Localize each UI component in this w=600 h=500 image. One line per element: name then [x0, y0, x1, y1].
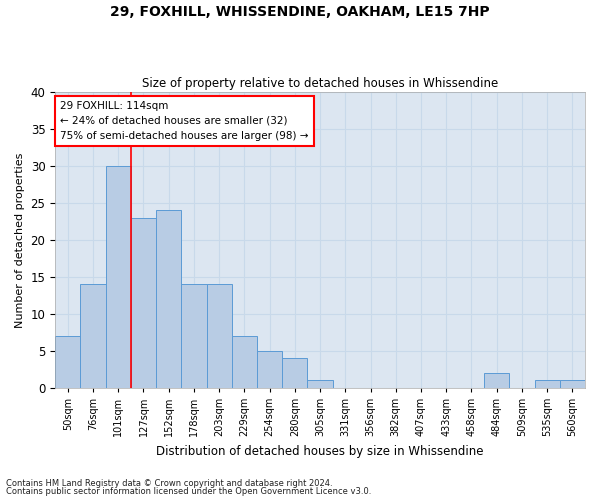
Text: 29, FOXHILL, WHISSENDINE, OAKHAM, LE15 7HP: 29, FOXHILL, WHISSENDINE, OAKHAM, LE15 7… — [110, 5, 490, 19]
Text: 29 FOXHILL: 114sqm
← 24% of detached houses are smaller (32)
75% of semi-detache: 29 FOXHILL: 114sqm ← 24% of detached hou… — [61, 101, 309, 140]
Bar — [80, 284, 106, 388]
Bar — [307, 380, 332, 388]
Bar — [181, 284, 206, 388]
Bar — [484, 373, 509, 388]
Bar — [560, 380, 585, 388]
Text: Contains public sector information licensed under the Open Government Licence v3: Contains public sector information licen… — [6, 487, 371, 496]
Bar — [282, 358, 307, 388]
Y-axis label: Number of detached properties: Number of detached properties — [15, 152, 25, 328]
Text: Contains HM Land Registry data © Crown copyright and database right 2024.: Contains HM Land Registry data © Crown c… — [6, 478, 332, 488]
Bar — [55, 336, 80, 388]
Bar — [106, 166, 131, 388]
Bar — [131, 218, 156, 388]
Bar — [257, 351, 282, 388]
Title: Size of property relative to detached houses in Whissendine: Size of property relative to detached ho… — [142, 76, 498, 90]
Bar — [206, 284, 232, 388]
X-axis label: Distribution of detached houses by size in Whissendine: Distribution of detached houses by size … — [157, 444, 484, 458]
Bar — [156, 210, 181, 388]
Bar — [232, 336, 257, 388]
Bar — [535, 380, 560, 388]
